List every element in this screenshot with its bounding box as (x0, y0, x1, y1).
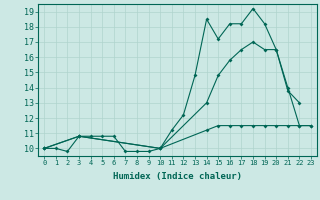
X-axis label: Humidex (Indice chaleur): Humidex (Indice chaleur) (113, 172, 242, 181)
